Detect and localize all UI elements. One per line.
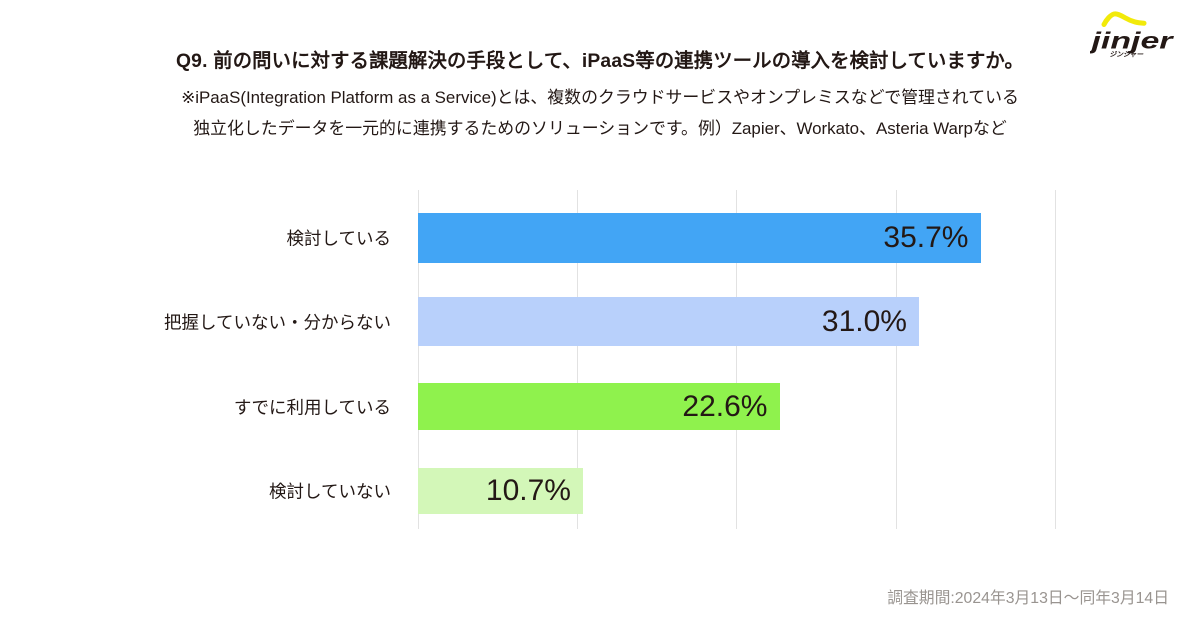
svg-text:jinjer: jinjer (1090, 28, 1174, 54)
svg-text:ジンジャー: ジンジャー (1110, 51, 1145, 59)
